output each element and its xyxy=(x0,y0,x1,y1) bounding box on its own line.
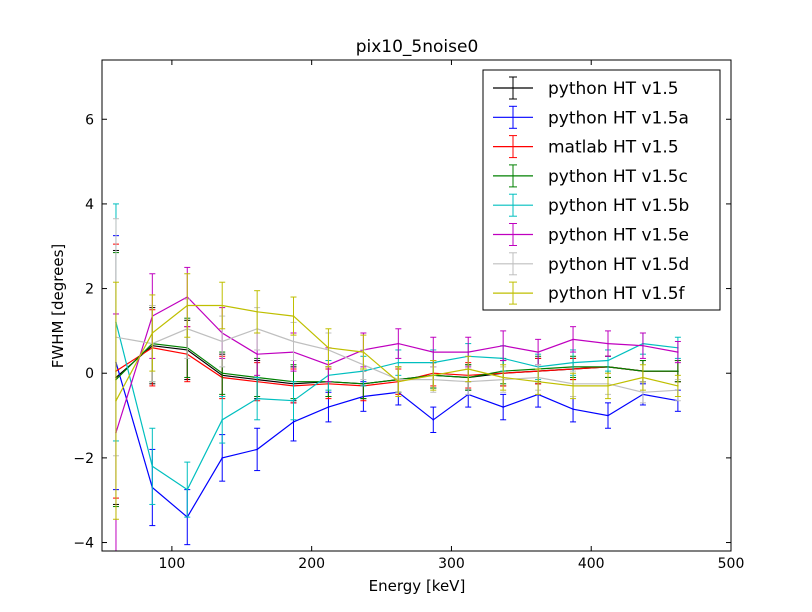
legend-item: matlab HT v1.5 xyxy=(493,135,679,159)
data-point xyxy=(467,351,470,353)
x-tick-label: 400 xyxy=(578,556,605,572)
data-point xyxy=(467,368,470,370)
data-point xyxy=(572,338,574,341)
data-point xyxy=(432,418,435,421)
legend-item: python HT v1.5e xyxy=(493,223,689,246)
data-point xyxy=(115,399,117,402)
plot-frame xyxy=(101,59,732,552)
data-point xyxy=(502,376,504,379)
x-tick-label: 500 xyxy=(718,556,745,572)
legend-item: python HT v1.5c xyxy=(493,164,688,188)
data-point xyxy=(607,359,609,362)
legend-item: python HT v1.5a xyxy=(493,105,689,129)
data-point xyxy=(502,344,504,347)
data-point xyxy=(642,376,644,379)
legend-label: python HT v1.5f xyxy=(548,284,686,304)
data-point xyxy=(642,344,644,347)
legend-label: python HT v1.5a xyxy=(548,108,689,128)
data-point xyxy=(362,351,365,353)
legend-label: matlab HT v1.5 xyxy=(548,138,679,158)
data-point xyxy=(397,361,400,364)
data-point xyxy=(642,391,644,394)
chart-title: pix10_5noise0 xyxy=(356,37,479,57)
data-point xyxy=(221,372,224,375)
x-tick-label: 100 xyxy=(159,556,186,572)
legend-label: python HT v1.5c xyxy=(548,167,688,187)
data-point xyxy=(256,397,258,400)
data-point xyxy=(256,311,258,313)
data-point xyxy=(607,414,609,417)
data-point xyxy=(292,315,295,317)
data-point xyxy=(292,399,295,402)
series xyxy=(112,273,681,520)
legend: python HT v1.5 python HT v1.5a matlab HT v… xyxy=(482,69,721,311)
data-point xyxy=(221,457,224,459)
legend-item: python HT v1.5d xyxy=(493,252,689,276)
data-point xyxy=(572,385,574,387)
legend-item: python HT v1.5f xyxy=(493,281,686,305)
data-point xyxy=(256,353,258,355)
data-point xyxy=(572,408,574,411)
data-point xyxy=(607,385,609,387)
data-point xyxy=(677,385,679,387)
data-point xyxy=(221,304,224,307)
data-point xyxy=(186,488,189,491)
y-axis-label: FWHM [degrees] xyxy=(49,244,67,369)
data-point xyxy=(572,361,574,364)
data-point xyxy=(537,351,539,353)
y-axis-ticks: −4 −2 0 2 4 6 xyxy=(73,112,731,552)
data-point xyxy=(397,342,400,345)
y-tick-label: 0 xyxy=(85,366,94,382)
x-axis-label: Energy [keV] xyxy=(369,577,466,595)
y-tick-label: 2 xyxy=(85,282,94,298)
data-point xyxy=(677,351,679,353)
x-tick-label: 300 xyxy=(438,556,465,572)
data-point xyxy=(502,406,504,408)
x-tick-label: 200 xyxy=(298,556,325,572)
data-point xyxy=(537,380,539,383)
y-tick-label: −4 xyxy=(73,536,94,552)
data-point xyxy=(292,340,295,343)
legend-item: python HT v1.5b xyxy=(493,193,689,217)
data-point xyxy=(327,347,330,349)
data-point xyxy=(397,380,400,383)
data-point xyxy=(292,421,295,423)
y-tick-label: 6 xyxy=(85,112,94,128)
data-point xyxy=(151,465,154,468)
data-point xyxy=(677,370,679,372)
data-point xyxy=(221,418,224,421)
data-point xyxy=(151,332,154,334)
legend-label: python HT v1.5b xyxy=(548,196,689,216)
data-point xyxy=(432,351,435,353)
y-tick-label: 4 xyxy=(85,197,94,213)
legend-label: python HT v1.5 xyxy=(548,79,679,99)
data-point xyxy=(186,304,189,307)
data-point xyxy=(327,406,330,408)
data-point xyxy=(432,374,435,377)
y-tick-label: −2 xyxy=(73,451,94,467)
data-point xyxy=(256,448,258,451)
data-point xyxy=(607,342,609,345)
x-axis-ticks: 100 200 300 400 500 xyxy=(159,60,745,572)
data-point xyxy=(221,340,224,343)
legend-label: python HT v1.5d xyxy=(548,255,689,275)
legend-label: python HT v1.5e xyxy=(548,226,689,246)
legend-frame xyxy=(482,69,721,311)
series-layer xyxy=(112,203,681,552)
legend-item: python HT v1.5 xyxy=(493,76,679,100)
